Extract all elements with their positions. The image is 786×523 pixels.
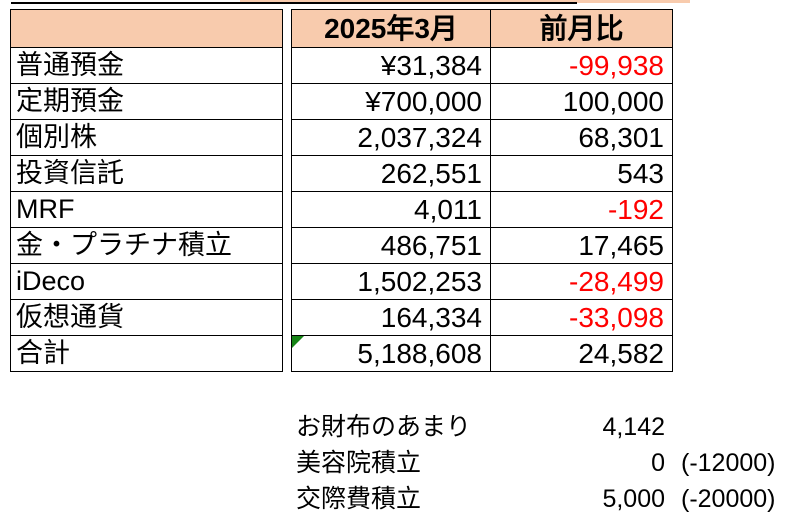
memo-value[interactable]: 4,142 xyxy=(602,413,665,441)
memo-value[interactable]: 5,000 xyxy=(602,485,665,513)
cell-change[interactable]: -192 xyxy=(490,191,673,228)
cell-change[interactable]: 100,000 xyxy=(490,83,673,120)
memo-label[interactable]: 美容院積立 xyxy=(296,449,422,477)
cell-change[interactable]: 543 xyxy=(490,155,673,192)
header-cell-change[interactable]: 前月比 xyxy=(490,9,673,48)
table-header-row: 2025年3月 前月比 xyxy=(291,9,673,48)
cell-label[interactable]: 投資信託 xyxy=(10,155,283,192)
table-row: ¥700,000 100,000 xyxy=(291,83,673,120)
total-value-text: 5,188,608 xyxy=(357,337,482,369)
table-row: 1,502,253 -28,499 xyxy=(291,263,673,300)
cell-value[interactable]: 2,037,324 xyxy=(291,119,491,156)
memo-suffix[interactable]: (-12000) xyxy=(681,449,776,477)
cell-value[interactable]: 1,502,253 xyxy=(291,263,491,300)
memo-value[interactable]: 0 xyxy=(651,449,665,477)
cell-label[interactable]: 仮想通貨 xyxy=(10,299,283,336)
memo-label[interactable]: お財布のあまり xyxy=(296,413,472,441)
cell-label[interactable]: 個別株 xyxy=(10,119,283,156)
cell-change[interactable]: 17,465 xyxy=(490,227,673,264)
table-header-row xyxy=(10,9,283,48)
cell-value[interactable]: 4,011 xyxy=(291,191,491,228)
cell-label[interactable]: iDeco xyxy=(10,263,283,300)
table-row: 仮想通貨 xyxy=(10,299,283,336)
cutoff-row-border xyxy=(11,2,577,4)
memo-row: 美容院積立 0 (-12000) xyxy=(0,445,786,481)
table-row: iDeco xyxy=(10,263,283,300)
cell-error-indicator-icon xyxy=(292,336,304,348)
table-row: MRF xyxy=(10,191,283,228)
table-row: 投資信託 xyxy=(10,155,283,192)
cell-label[interactable]: 普通預金 xyxy=(10,47,283,84)
cell-total-change[interactable]: 24,582 xyxy=(490,335,673,372)
table-row: ¥31,384 -99,938 xyxy=(291,47,673,84)
cell-value[interactable]: 486,751 xyxy=(291,227,491,264)
memo-section: お財布のあまり 4,142 美容院積立 0 (-12000) 交際費積立 5,0… xyxy=(0,409,786,517)
cell-label[interactable]: 金・プラチナ積立 xyxy=(10,227,283,264)
table-row: 2,037,324 68,301 xyxy=(291,119,673,156)
cell-value[interactable]: ¥31,384 xyxy=(291,47,491,84)
assets-data-table: 2025年3月 前月比 ¥31,384 -99,938 ¥700,000 100… xyxy=(291,9,673,372)
cell-change[interactable]: -99,938 xyxy=(490,47,673,84)
memo-row: 交際費積立 5,000 (-20000) xyxy=(0,481,786,517)
table-row: 262,551 543 xyxy=(291,155,673,192)
table-row: 164,334 -33,098 xyxy=(291,299,673,336)
cell-value[interactable]: ¥700,000 xyxy=(291,83,491,120)
cell-change[interactable]: 68,301 xyxy=(490,119,673,156)
cell-label[interactable]: 定期預金 xyxy=(10,83,283,120)
cell-total-value[interactable]: 5,188,608 xyxy=(291,335,491,372)
table-row: 金・プラチナ積立 xyxy=(10,227,283,264)
table-row: 個別株 xyxy=(10,119,283,156)
cell-label[interactable]: MRF xyxy=(10,191,283,228)
cell-value[interactable]: 164,334 xyxy=(291,299,491,336)
table-row-total: 5,188,608 24,582 xyxy=(291,335,673,372)
cutoff-row-remnant xyxy=(240,0,690,3)
table-row: 4,011 -192 xyxy=(291,191,673,228)
header-cell-empty[interactable] xyxy=(10,9,283,48)
table-row: 定期預金 xyxy=(10,83,283,120)
cell-change[interactable]: -28,499 xyxy=(490,263,673,300)
table-row: 普通預金 xyxy=(10,47,283,84)
header-cell-month[interactable]: 2025年3月 xyxy=(291,9,491,48)
memo-suffix[interactable]: (-20000) xyxy=(681,485,776,513)
cell-value[interactable]: 262,551 xyxy=(291,155,491,192)
table-row: 486,751 17,465 xyxy=(291,227,673,264)
table-row: 合計 xyxy=(10,335,283,372)
memo-label[interactable]: 交際費積立 xyxy=(296,485,422,513)
memo-row: お財布のあまり 4,142 xyxy=(0,409,786,445)
cell-change[interactable]: -33,098 xyxy=(490,299,673,336)
assets-label-table: 普通預金 定期預金 個別株 投資信託 MRF 金・プラチナ積立 iDeco 仮想… xyxy=(10,9,283,372)
cell-label[interactable]: 合計 xyxy=(10,335,283,372)
